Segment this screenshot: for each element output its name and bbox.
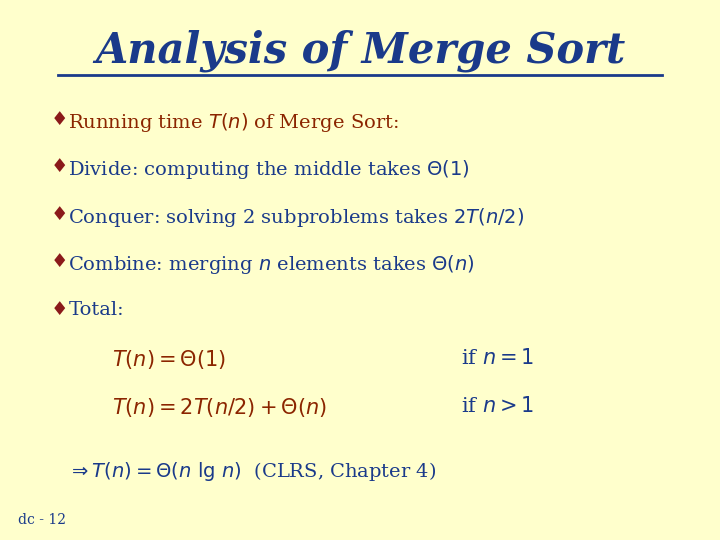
Text: Combine: merging $\mathit{n}$ elements takes $\Theta(n)$: Combine: merging $\mathit{n}$ elements t… [68,253,475,276]
Text: ♦: ♦ [50,158,68,176]
Text: Conquer: solving 2 subproblems takes $2\mathit{T(n/2)}$: Conquer: solving 2 subproblems takes $2\… [68,206,524,229]
Text: $\Rightarrow \mathit{T(n)} = \Theta(\mathit{n}\ \mathrm{lg}\ \mathit{n})$  (CLRS: $\Rightarrow \mathit{T(n)} = \Theta(\mat… [68,460,437,483]
Text: Total:: Total: [68,301,124,319]
Text: Running time $\mathit{T(n)}$ of Merge Sort:: Running time $\mathit{T(n)}$ of Merge So… [68,111,399,134]
Text: if $\mathit{n} = 1$: if $\mathit{n} = 1$ [461,348,534,368]
Text: $\mathit{T(n)} = 2\mathit{T(n/2)} + \Theta(n)$: $\mathit{T(n)} = 2\mathit{T(n/2)} + \The… [112,396,326,419]
Text: Divide: computing the middle takes $\Theta(1)$: Divide: computing the middle takes $\The… [68,158,470,181]
Text: ♦: ♦ [50,253,68,271]
Text: ♦: ♦ [50,111,68,129]
Text: if $\mathit{n} > 1$: if $\mathit{n} > 1$ [461,396,534,416]
Text: dc - 12: dc - 12 [18,512,66,526]
Text: $\mathit{T(n)} = \Theta(1)$: $\mathit{T(n)} = \Theta(1)$ [112,348,225,372]
Text: ♦: ♦ [50,301,68,319]
Text: Analysis of Merge Sort: Analysis of Merge Sort [95,30,625,72]
Text: ♦: ♦ [50,206,68,224]
